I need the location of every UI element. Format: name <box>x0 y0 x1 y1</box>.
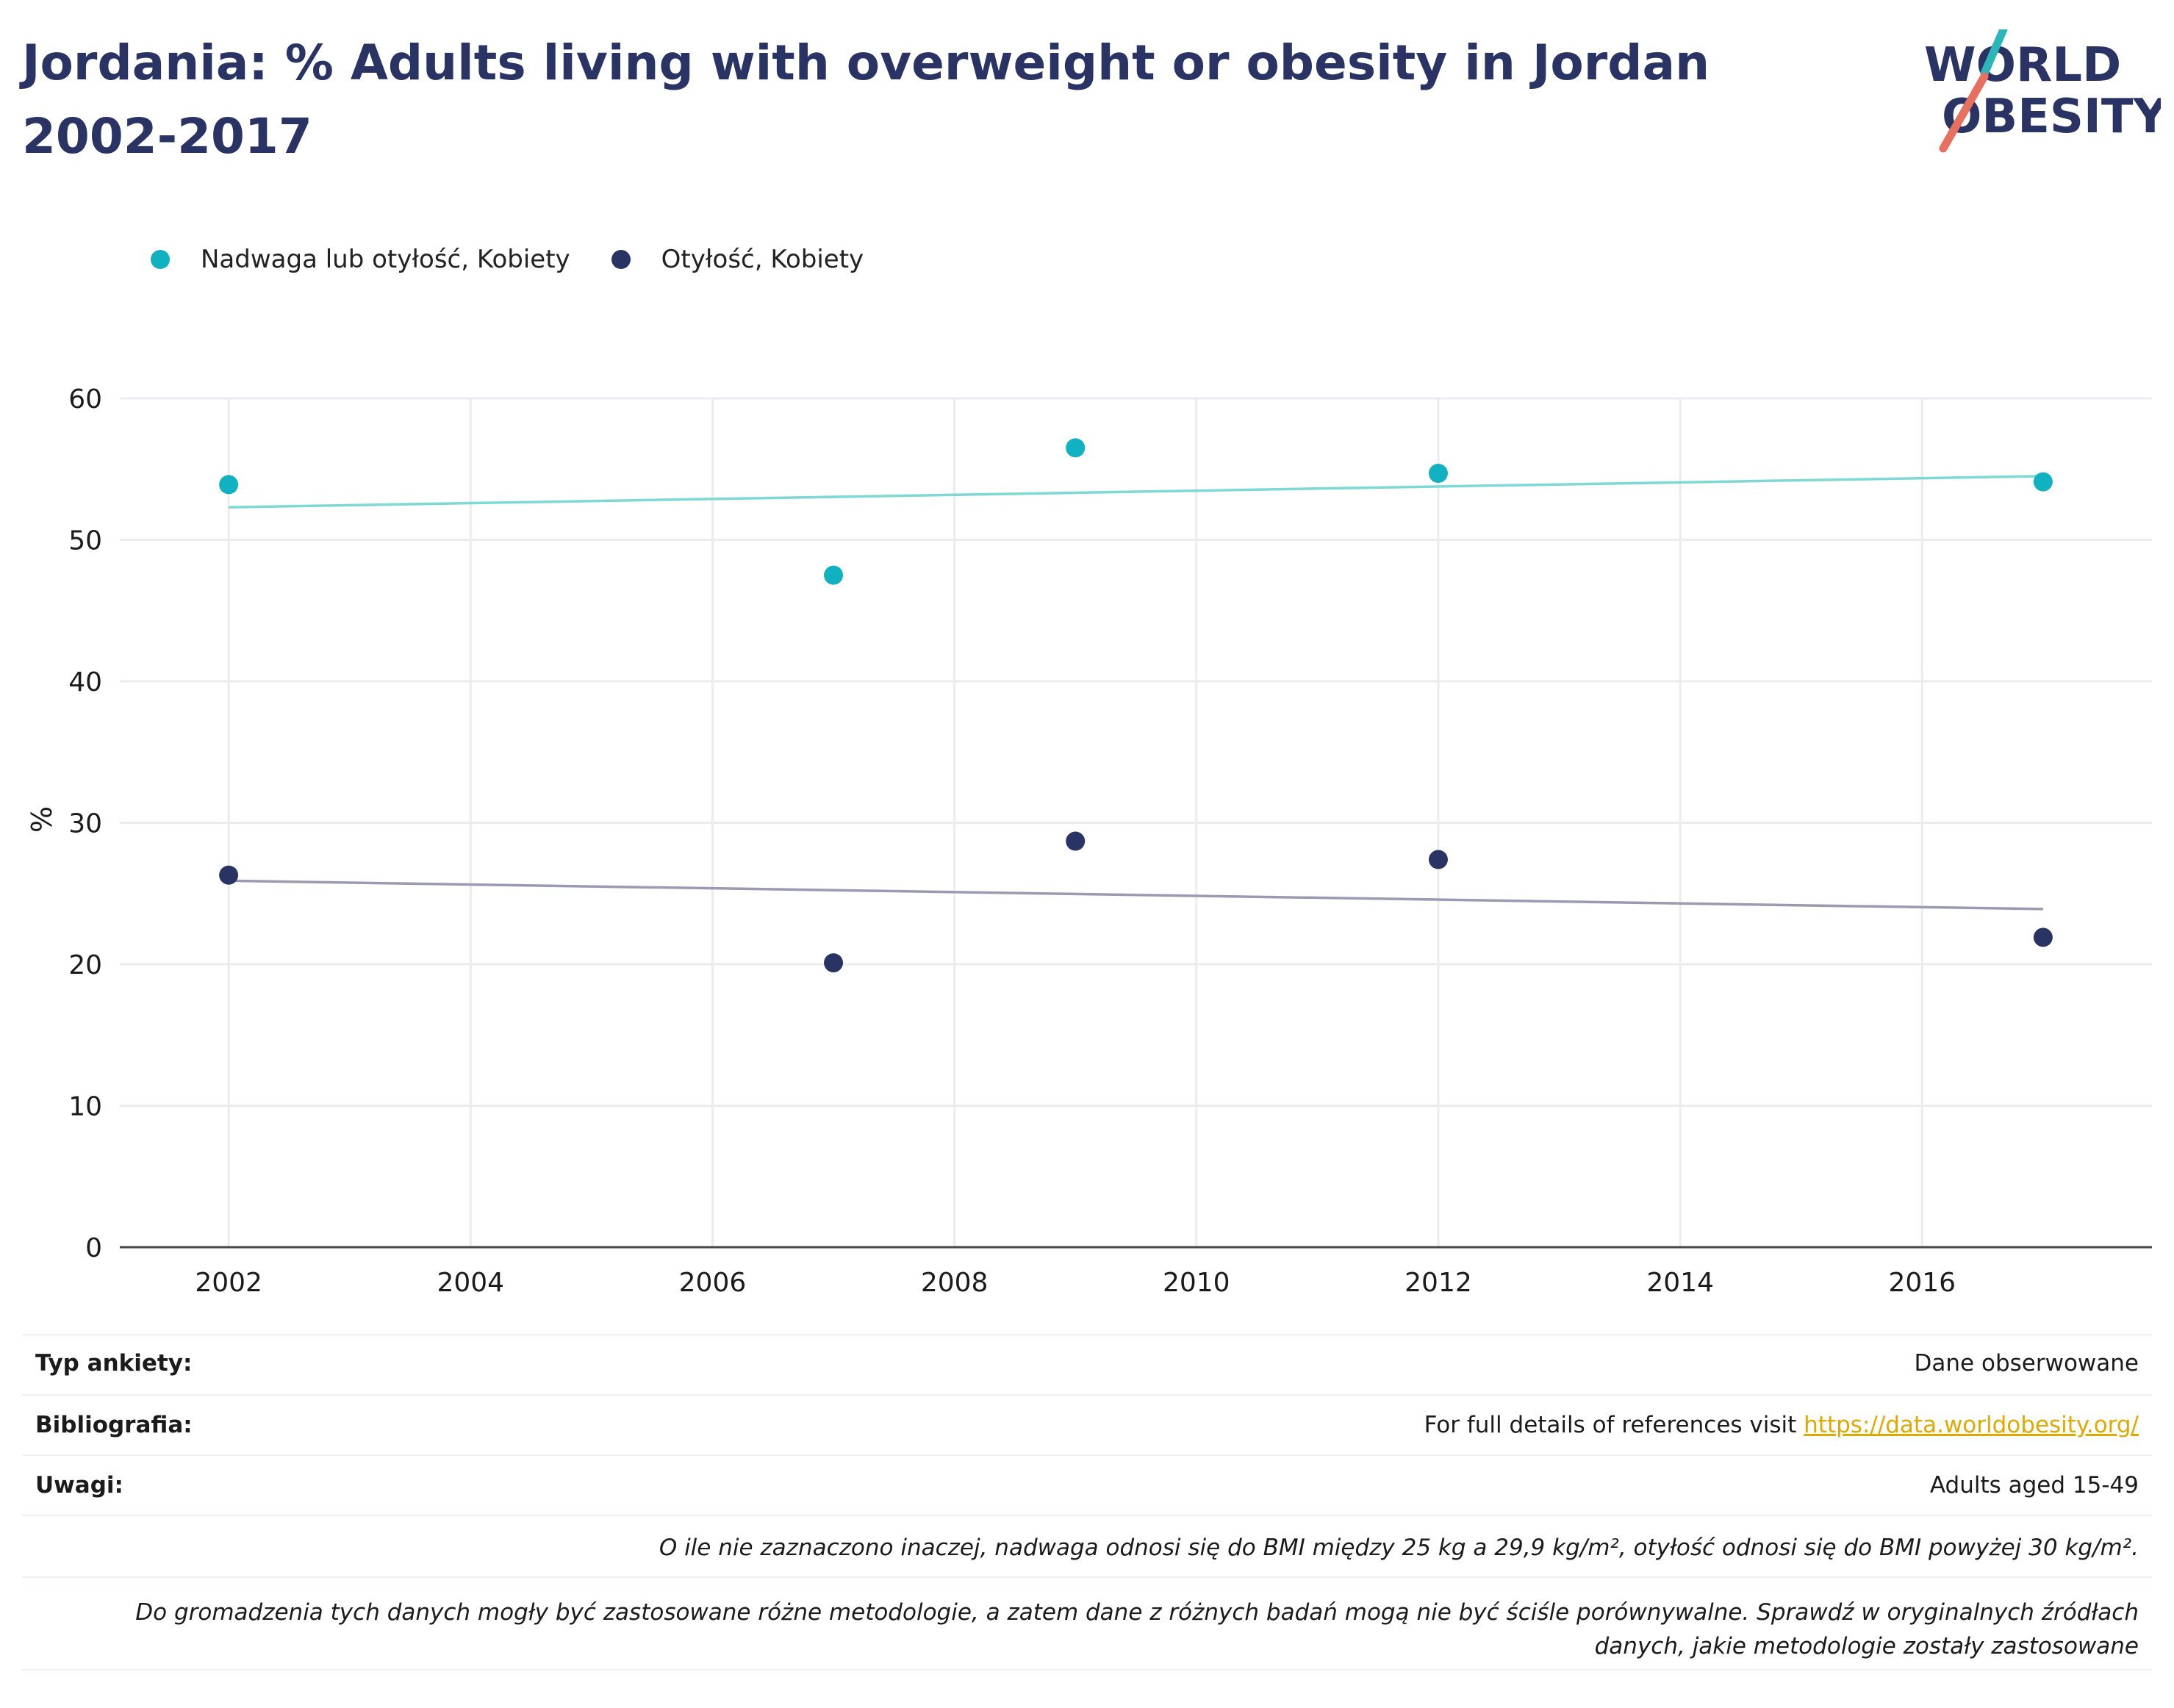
legend-marker-overweight <box>151 250 170 269</box>
y-tick-label: 40 <box>68 667 102 697</box>
data-point-series-1 <box>219 865 239 885</box>
trend-line-series-0 <box>229 475 2043 509</box>
data-point-series-0 <box>2033 472 2053 492</box>
x-tick-label: 2006 <box>679 1268 747 1293</box>
x-tick-label: 2016 <box>1888 1268 1956 1293</box>
y-axis-label: % <box>26 806 58 833</box>
trend-lines <box>229 475 2043 911</box>
bibliography-link[interactable]: https://data.worldobesity.org/ <box>1804 1412 2139 1438</box>
meta-row-note-method: Do gromadzenia tych danych mogły być zas… <box>22 1576 2152 1671</box>
y-tick-label: 50 <box>68 526 102 556</box>
data-point-series-1 <box>824 953 844 973</box>
bibliography-value: For full details of references visit htt… <box>1424 1412 2139 1438</box>
page-title: Jordania: % Adults living with overweigh… <box>22 35 1710 165</box>
y-tick-label: 30 <box>68 809 102 839</box>
x-tick-label: 2014 <box>1646 1268 1714 1293</box>
notes-value: Adults aged 15-49 <box>1929 1472 2139 1499</box>
y-tick-label: 60 <box>68 384 102 415</box>
note-methodology: Do gromadzenia tych danych mogły być zas… <box>135 1596 2139 1663</box>
x-tick-label: 2010 <box>1163 1268 1230 1293</box>
logo-slash-teal <box>1980 29 2008 78</box>
bibliography-text: For full details of references visit <box>1424 1412 1804 1438</box>
x-tick-label: 2008 <box>921 1268 989 1293</box>
scatter-chart: 0 10 20 30 40 50 60 2002 2004 2006 2008 2010 2012 201… <box>26 384 2152 1293</box>
x-tick-label: 2004 <box>437 1268 504 1293</box>
legend-marker-obesity <box>611 250 631 269</box>
note-bmi: O ile nie zaznaczono inaczej, nadwaga od… <box>659 1535 2139 1561</box>
bibliography-label: Bibliografia: <box>35 1412 193 1438</box>
legend-item-obesity[interactable]: Otyłość, Kobiety <box>611 245 864 274</box>
logo-line-1: WORLD <box>1924 38 2121 93</box>
chart-axes: 0 10 20 30 40 50 60 2002 2004 2006 2008 2010 2012 201… <box>68 384 2152 1293</box>
meta-row-end <box>22 1669 2152 1671</box>
logo-line-2: OBESITY <box>1942 90 2161 144</box>
legend-label-overweight: Nadwaga lub otyłość, Kobiety <box>201 245 570 274</box>
data-point-series-0 <box>219 475 239 495</box>
data-point-series-1 <box>2033 927 2053 947</box>
chart-grid <box>120 397 2152 1247</box>
legend-label-obesity: Otyłość, Kobiety <box>661 245 864 274</box>
meta-row-bibliography: Bibliografia: For full details of refere… <box>22 1394 2152 1456</box>
x-tick-label: 2012 <box>1405 1268 1472 1293</box>
trend-line-series-1 <box>229 879 2043 911</box>
note-methodology-line-1: Do gromadzenia tych danych mogły być zas… <box>135 1599 2139 1626</box>
data-points <box>219 438 2053 973</box>
world-obesity-logo: WORLD OBESITY <box>1924 29 2161 153</box>
data-point-series-0 <box>1066 438 1086 458</box>
survey-type-label: Typ ankiety: <box>35 1350 193 1377</box>
data-point-series-0 <box>1428 464 1448 484</box>
logo-slash-coral <box>1939 72 1989 153</box>
data-point-series-0 <box>824 565 844 585</box>
y-tick-label: 10 <box>68 1092 102 1122</box>
meta-row-survey-type: Typ ankiety: Dane obserwowane <box>22 1334 2152 1396</box>
legend: Nadwaga lub otyłość, Kobiety Otyłość, Ko… <box>151 241 905 278</box>
note-methodology-line-2: danych, jakie metodologie zostały zastos… <box>1594 1633 2139 1659</box>
y-tick-label: 0 <box>85 1233 102 1263</box>
data-point-series-1 <box>1066 831 1086 851</box>
legend-item-overweight[interactable]: Nadwaga lub otyłość, Kobiety <box>151 245 570 274</box>
survey-type-value: Dane obserwowane <box>1914 1350 2139 1377</box>
notes-label: Uwagi: <box>35 1472 123 1499</box>
data-point-series-1 <box>1428 850 1448 869</box>
y-tick-label: 20 <box>68 950 102 980</box>
meta-row-note-bmi: O ile nie zaznaczono inaczej, nadwaga od… <box>22 1515 2152 1578</box>
x-tick-label: 2002 <box>195 1268 262 1293</box>
meta-row-notes: Uwagi: Adults aged 15-49 <box>22 1454 2152 1516</box>
